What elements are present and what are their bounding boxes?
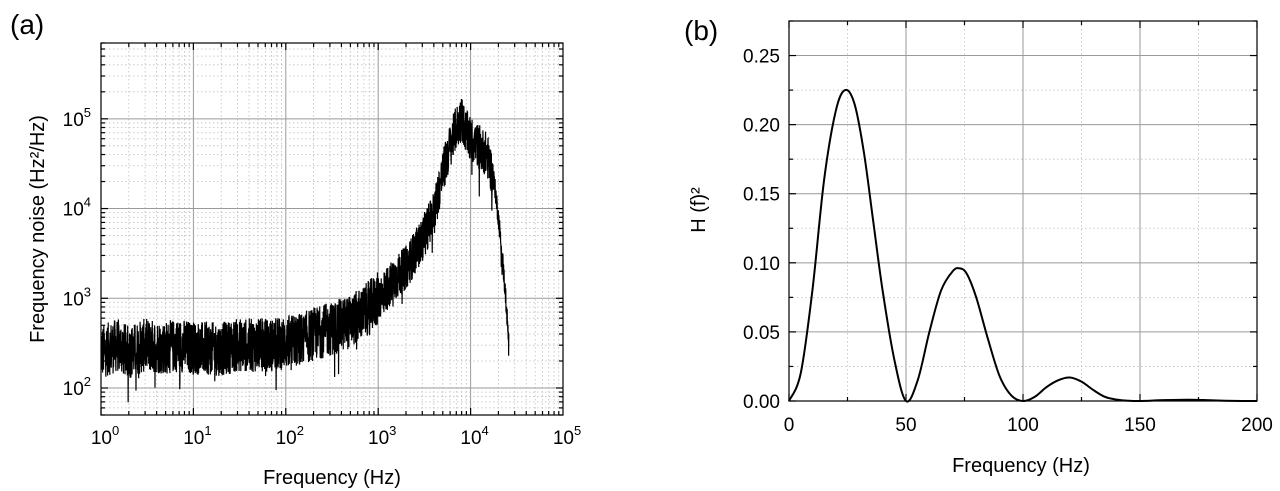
chart-a-y-tick-label: 104 bbox=[63, 195, 91, 221]
chart-b-y-tick-label: 0.05 bbox=[743, 323, 780, 344]
chart-a-x-axis-label: Frequency (Hz) bbox=[263, 467, 401, 489]
chart-b-y-axis-label: H (f)² bbox=[688, 187, 710, 233]
chart-b-x-tick-labels: 0 50 100 150 200 bbox=[784, 415, 1273, 436]
chart-a-x-tick-label: 102 bbox=[276, 423, 304, 449]
chart-a-series-line bbox=[100, 98, 510, 403]
chart-a-y-tick-label: 102 bbox=[63, 374, 91, 400]
chart-b-y-tick-label: 0.00 bbox=[743, 392, 780, 413]
chart-a-x-tick-labels: 100 101 102 103 104 105 bbox=[91, 423, 581, 449]
chart-b-x-tick-label: 50 bbox=[895, 415, 916, 436]
panel-a-label: (a) bbox=[10, 9, 44, 40]
chart-b-grid bbox=[789, 20, 1257, 401]
panel-b-label: (b) bbox=[684, 15, 718, 46]
chart-b-x-tick-label: 150 bbox=[1124, 415, 1156, 436]
chart-a-y-axis-label: Frequency noise (Hz²/Hz) bbox=[27, 115, 49, 343]
chart-a-x-tick-label: 101 bbox=[183, 423, 211, 449]
chart-b-x-tick-label: 200 bbox=[1241, 415, 1273, 436]
chart-a-y-tick-label: 105 bbox=[63, 105, 91, 131]
chart-b-y-tick-label: 0.25 bbox=[743, 47, 780, 68]
chart-b-y-tick-label: 0.10 bbox=[743, 254, 780, 275]
chart-a: 100 101 102 103 104 105 102 103 104 105 Frequenc… bbox=[27, 42, 581, 489]
chart-a-x-tick-label: 104 bbox=[460, 423, 488, 449]
chart-b-y-tick-label: 0.20 bbox=[743, 116, 780, 137]
chart-b-y-tick-label: 0.15 bbox=[743, 185, 780, 206]
chart-b-x-axis-label: Frequency (Hz) bbox=[952, 455, 1090, 477]
chart-a-x-tick-label: 105 bbox=[553, 423, 581, 449]
chart-a-ticks bbox=[100, 42, 563, 416]
chart-b-ticks bbox=[788, 20, 1258, 402]
chart-b-y-tick-labels: 0.00 0.05 0.10 0.15 0.20 0.25 bbox=[743, 47, 780, 413]
chart-a-x-tick-label: 103 bbox=[368, 423, 396, 449]
chart-b-x-tick-label: 100 bbox=[1007, 415, 1039, 436]
chart-b-x-tick-label: 0 bbox=[784, 415, 795, 436]
chart-a-x-tick-label: 100 bbox=[91, 423, 119, 449]
chart-b: 0 50 100 150 200 0.00 0.05 0.10 0.15 0.20 0.25 Fr… bbox=[688, 20, 1273, 477]
chart-a-y-tick-label: 103 bbox=[63, 284, 91, 310]
chart-a-y-tick-labels: 102 103 104 105 bbox=[63, 105, 91, 400]
